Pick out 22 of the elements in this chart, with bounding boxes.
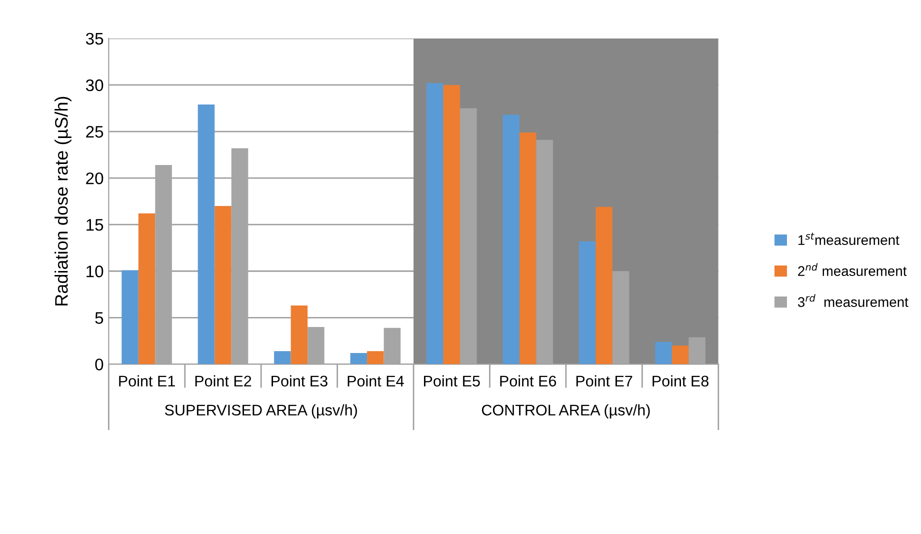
x-tick-label: Point E3 <box>272 375 328 387</box>
y-tick-label: 10 <box>86 266 104 278</box>
legend-label: 1$^{st}$measurement <box>798 232 900 245</box>
y-tick-label: 15 <box>86 219 104 231</box>
y-axis-title: Radiation dose rate (µS/h) <box>54 96 72 306</box>
x-tick-label: Point E2 <box>195 375 252 387</box>
text: SUPERVISED AREA (µsv/h) <box>164 404 357 419</box>
y-tick-label: 20 <box>86 172 104 184</box>
x-tick-label: Point E6 <box>500 375 556 387</box>
x-tick-label: Point E8 <box>652 375 708 387</box>
legend-label: 3$^{rd}$ measurement <box>798 294 908 307</box>
y-tick-label: 5 <box>95 312 104 324</box>
x-tick-label: Point E4 <box>348 375 404 387</box>
x-tick-label: Point E1 <box>119 375 175 387</box>
y-tick-label: 0 <box>95 358 104 370</box>
legend-label: 2$^{nd}$ measurement <box>798 263 907 276</box>
text: CONTROL AREA (µsv/h) <box>482 404 650 419</box>
y-tick-label: 25 <box>86 126 104 138</box>
x-tick-label: Point E7 <box>576 375 632 387</box>
y-tick-label: 35 <box>86 32 104 45</box>
y-tick-label: 30 <box>86 79 104 92</box>
x-tick-label: Point E5 <box>424 375 480 387</box>
